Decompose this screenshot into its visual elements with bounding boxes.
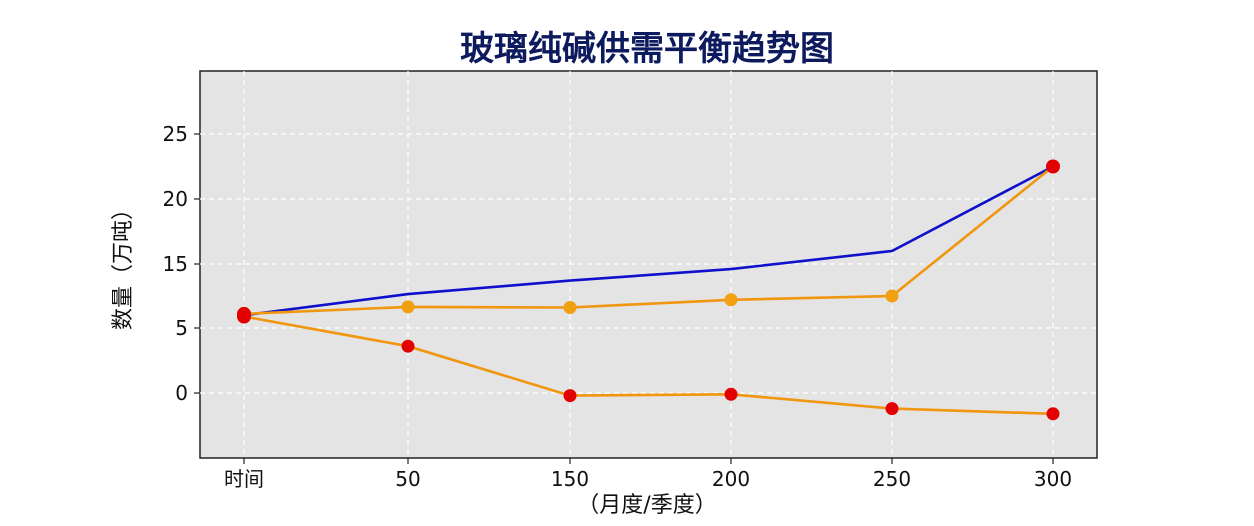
x-tick-label: 300 xyxy=(1034,467,1072,491)
chart-title: 玻璃纯碱供需平衡趋势图 xyxy=(460,29,834,69)
series-3-point xyxy=(885,402,899,416)
series-2-point xyxy=(885,289,899,303)
y-tick-label: 20 xyxy=(163,187,188,211)
series-3-point xyxy=(401,339,415,353)
series-line-2 xyxy=(243,165,1054,316)
x-tick-label: 时间 xyxy=(224,467,264,491)
x-tick-label: 50 xyxy=(395,467,420,491)
series-group xyxy=(237,159,1060,421)
start-point xyxy=(237,309,251,324)
series-line-1 xyxy=(243,165,1054,317)
y-tick-label: 0 xyxy=(175,381,188,405)
series-2-point xyxy=(724,293,738,307)
series-3-point xyxy=(1046,407,1060,421)
plot-area xyxy=(199,70,1098,459)
x-tick-label: 150 xyxy=(551,467,589,491)
series-line-3 xyxy=(243,315,1054,416)
grid-lines xyxy=(200,71,1097,458)
y-axis-label: 数量（万吨） xyxy=(111,198,136,330)
x-tick-label: 200 xyxy=(712,467,750,491)
x-axis-ticks: 时间 50 150 200 250 300 xyxy=(224,458,1072,491)
series-2-point xyxy=(401,300,415,314)
series-2-point xyxy=(563,301,577,314)
x-axis-label: （月度/季度） xyxy=(577,493,716,518)
series-3-point xyxy=(563,389,577,403)
y-tick-label: 5 xyxy=(175,316,188,340)
y-axis-ticks: 0 5 15 20 25 xyxy=(163,122,200,405)
series-3-point xyxy=(724,387,738,401)
x-tick-label: 250 xyxy=(873,467,911,491)
end-point xyxy=(1046,159,1060,174)
y-tick-label: 25 xyxy=(163,122,188,146)
y-tick-label: 15 xyxy=(163,252,188,276)
